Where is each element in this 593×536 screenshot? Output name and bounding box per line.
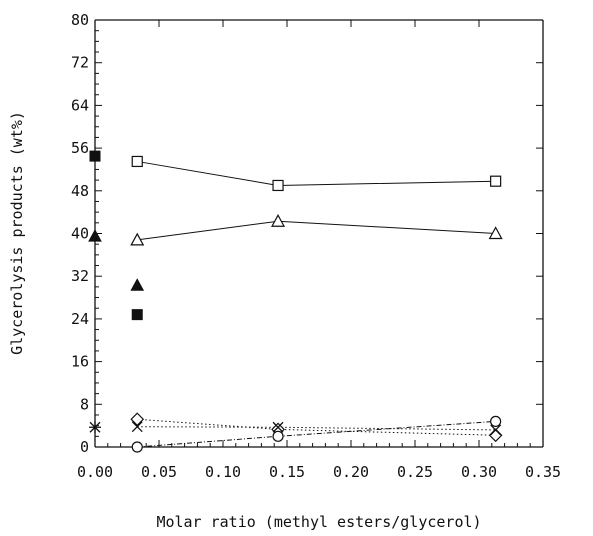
y-axis-title: Glycerolysis products (wt%) xyxy=(8,111,26,355)
data-point-square-open xyxy=(272,179,284,192)
series-line-diamond-open xyxy=(137,418,496,436)
data-point-x xyxy=(272,421,284,433)
data-point-diamond-open xyxy=(130,412,145,427)
x-axis-ticks: 0.00 0.05 0.10 0.15 0.20 0.25 0.30 0.35 xyxy=(77,20,561,481)
y-tick-label: 24 xyxy=(71,310,89,328)
x-tick-label: 0.25 xyxy=(397,463,433,481)
data-point-square-filled xyxy=(89,150,101,162)
series-line-triangle-open xyxy=(137,220,496,241)
series-lines xyxy=(137,160,496,448)
data-point-circle-open xyxy=(131,441,143,453)
y-tick-label: 0 xyxy=(80,438,89,456)
y-tick-label: 56 xyxy=(71,139,89,157)
y-tick-label: 32 xyxy=(71,267,89,285)
x-tick-label: 0.35 xyxy=(525,463,561,481)
x-tick-label: 0.15 xyxy=(269,463,305,481)
data-point-x xyxy=(490,424,502,436)
data-point-square-open xyxy=(131,155,143,168)
x-axis-title: Molar ratio (methyl esters/glycerol) xyxy=(156,513,481,531)
data-point-diamond-open xyxy=(488,428,503,443)
x-tick-label: 0.00 xyxy=(77,463,113,481)
data-point-square-filled xyxy=(131,309,143,321)
y-axis-ticks: 0 8 16 24 32 40 48 56 64 72 80 xyxy=(71,11,543,456)
data-point-triangle-filled xyxy=(130,278,145,291)
x-tick-label: 0.05 xyxy=(141,463,177,481)
y-tick-label: 64 xyxy=(71,96,89,114)
data-point-circle-open xyxy=(490,415,502,427)
data-point-triangle-open xyxy=(130,232,145,246)
x-tick-label: 0.30 xyxy=(461,463,497,481)
data-point-x xyxy=(131,421,143,433)
plot-frame xyxy=(94,19,544,448)
y-tick-label: 40 xyxy=(71,225,89,243)
data-point-triangle-open xyxy=(488,226,503,240)
y-tick-label: 8 xyxy=(80,395,89,413)
data-point-triangle-open xyxy=(271,213,286,227)
series-line-x xyxy=(137,426,496,431)
y-tick-label: 80 xyxy=(71,11,89,29)
data-point-triangle-filled xyxy=(88,229,102,242)
x-tick-label: 0.10 xyxy=(205,463,241,481)
data-point-square-open xyxy=(490,175,502,187)
data-point-star xyxy=(89,421,101,434)
y-tick-label: 72 xyxy=(71,54,89,72)
x-tick-label: 0.20 xyxy=(333,463,369,481)
series-line-square-open xyxy=(137,160,496,186)
y-tick-label: 16 xyxy=(71,353,89,371)
series-marks xyxy=(88,150,503,453)
data-point-circle-open xyxy=(272,430,284,442)
y-tick-label: 48 xyxy=(71,182,89,200)
